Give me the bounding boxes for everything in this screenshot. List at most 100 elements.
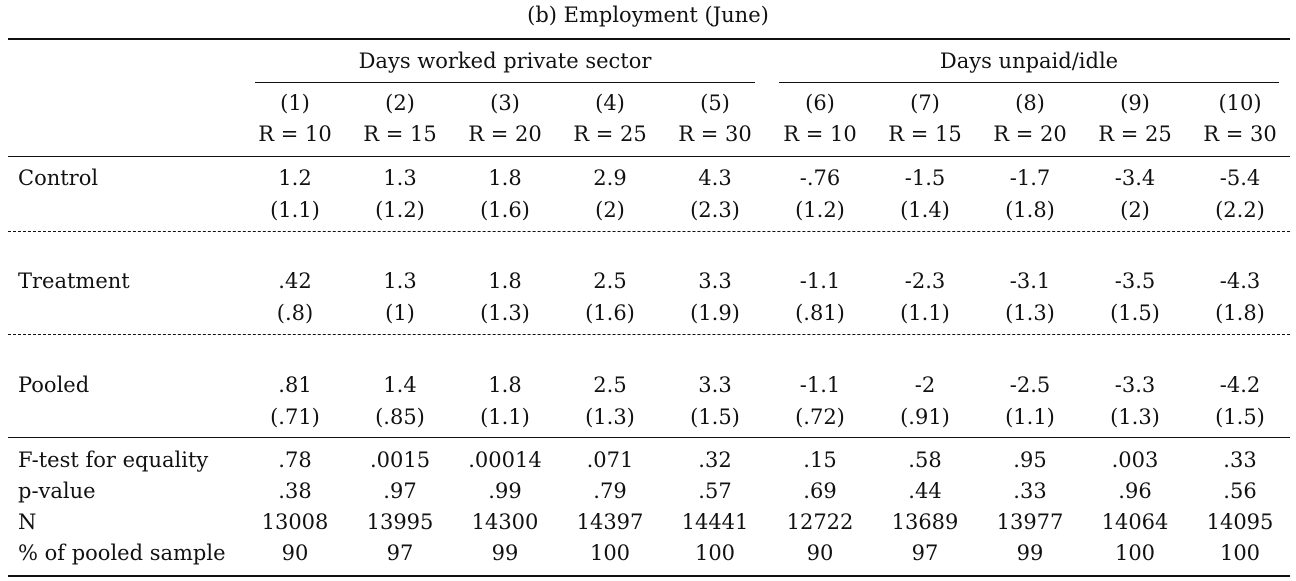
- std-error-cell: (.8): [276, 301, 314, 325]
- coefficient-cell: 4.3: [698, 166, 732, 190]
- coefficient-cell: 1.3: [383, 269, 417, 293]
- coefficient-cell: 3.3: [698, 373, 732, 397]
- column-number: (4): [595, 91, 625, 115]
- group-header-days-unpaid: Days unpaid/idle: [939, 49, 1119, 73]
- coefficient-cell: -1.5: [904, 166, 946, 190]
- std-error-cell: (1.3): [1110, 405, 1160, 429]
- stat-cell: .79: [593, 479, 627, 503]
- coefficient-cell: 1.8: [488, 166, 522, 190]
- stat-cell: .33: [1013, 479, 1047, 503]
- stat-cell: .38: [278, 479, 312, 503]
- stat-cell: 97: [386, 541, 414, 565]
- column-number: (5): [700, 91, 730, 115]
- coefficient-cell: -1.7: [1009, 166, 1051, 190]
- stat-cell: 13977: [996, 510, 1064, 534]
- stat-cell: .0015: [369, 448, 431, 472]
- std-error-cell: (1.3): [480, 301, 530, 325]
- stat-cell: .32: [698, 448, 732, 472]
- column-bandwidth: R = 20: [468, 122, 542, 146]
- std-error-cell: (.72): [795, 405, 845, 429]
- std-error-cell: (1.5): [690, 405, 740, 429]
- std-error-cell: (.71): [270, 405, 320, 429]
- stat-cell: .95: [1013, 448, 1047, 472]
- stat-label: N: [18, 510, 37, 534]
- std-error-cell: (1.2): [795, 198, 845, 222]
- coefficient-cell: -3.1: [1009, 269, 1051, 293]
- coefficient-cell: 2.5: [593, 373, 627, 397]
- std-error-cell: (1): [385, 301, 415, 325]
- stat-cell: .99: [488, 479, 522, 503]
- column-number: (8): [1015, 91, 1045, 115]
- std-error-cell: (1.1): [900, 301, 950, 325]
- stat-cell: 100: [1114, 541, 1156, 565]
- std-error-cell: (1.8): [1005, 198, 1055, 222]
- column-bandwidth: R = 20: [993, 122, 1067, 146]
- column-bandwidth: R = 10: [258, 122, 332, 146]
- coefficient-cell: 2.5: [593, 269, 627, 293]
- separator-dashed-2: [8, 334, 1290, 335]
- coefficient-cell: -4.2: [1219, 373, 1261, 397]
- stat-cell: 100: [589, 541, 631, 565]
- coefficient-cell: 2.9: [593, 166, 627, 190]
- std-error-cell: (.91): [900, 405, 950, 429]
- stat-cell: 13995: [366, 510, 434, 534]
- row-label: Treatment: [18, 269, 130, 293]
- std-error-cell: (1.5): [1215, 405, 1265, 429]
- column-bandwidth: R = 25: [573, 122, 647, 146]
- column-bandwidth: R = 15: [363, 122, 437, 146]
- coefficient-cell: -3.5: [1114, 269, 1156, 293]
- column-number: (10): [1218, 91, 1262, 115]
- stat-cell: .78: [278, 448, 312, 472]
- row-label: Control: [18, 166, 99, 190]
- coefficient-cell: 1.8: [488, 373, 522, 397]
- stat-cell: 12722: [786, 510, 854, 534]
- coefficient-cell: .42: [278, 269, 312, 293]
- separator-dashed-1: [8, 231, 1290, 232]
- std-error-cell: (2): [1120, 198, 1150, 222]
- coefficient-cell: .81: [278, 373, 312, 397]
- stat-cell: 100: [1219, 541, 1261, 565]
- coefficient-cell: -2.5: [1009, 373, 1051, 397]
- stat-cell: 14300: [471, 510, 539, 534]
- bottom-rule: [8, 575, 1290, 577]
- stat-cell: .003: [1111, 448, 1159, 472]
- coefficient-cell: -3.4: [1114, 166, 1156, 190]
- group-underline-days-worked: [255, 82, 755, 83]
- stat-cell: 97: [911, 541, 939, 565]
- coefficient-cell: 1.2: [278, 166, 312, 190]
- column-number: (2): [385, 91, 415, 115]
- coefficient-cell: 1.4: [383, 373, 417, 397]
- column-number: (9): [1120, 91, 1150, 115]
- stat-cell: 14095: [1206, 510, 1274, 534]
- stat-cell: 13689: [891, 510, 959, 534]
- column-number: (1): [280, 91, 310, 115]
- column-bandwidth: R = 30: [678, 122, 752, 146]
- stat-cell: .58: [908, 448, 942, 472]
- column-bandwidth: R = 30: [1203, 122, 1277, 146]
- std-error-cell: (1.1): [480, 405, 530, 429]
- column-number: (6): [805, 91, 835, 115]
- std-error-cell: (1.9): [690, 301, 740, 325]
- stat-cell: 99: [491, 541, 519, 565]
- std-error-cell: (2): [595, 198, 625, 222]
- stat-cell: .69: [803, 479, 837, 503]
- std-error-cell: (2.3): [690, 198, 740, 222]
- column-bandwidth: R = 10: [783, 122, 857, 146]
- stat-cell: 90: [281, 541, 309, 565]
- stat-cell: .00014: [468, 448, 542, 472]
- stat-label: % of pooled sample: [18, 541, 226, 565]
- std-error-cell: (1.1): [270, 198, 320, 222]
- stat-cell: .57: [698, 479, 732, 503]
- coefficient-cell: -1.1: [799, 373, 841, 397]
- group-header-days-worked: Days worked private sector: [358, 49, 652, 73]
- stat-cell: 14064: [1101, 510, 1169, 534]
- stat-label: p-value: [18, 479, 96, 503]
- column-number: (7): [910, 91, 940, 115]
- std-error-cell: (1.3): [585, 405, 635, 429]
- stat-cell: 13008: [261, 510, 329, 534]
- coefficient-cell: -3.3: [1114, 373, 1156, 397]
- group-underline-days-unpaid: [779, 82, 1279, 83]
- coefficient-cell: -4.3: [1219, 269, 1261, 293]
- std-error-cell: (1.6): [480, 198, 530, 222]
- std-error-cell: (2.2): [1215, 198, 1265, 222]
